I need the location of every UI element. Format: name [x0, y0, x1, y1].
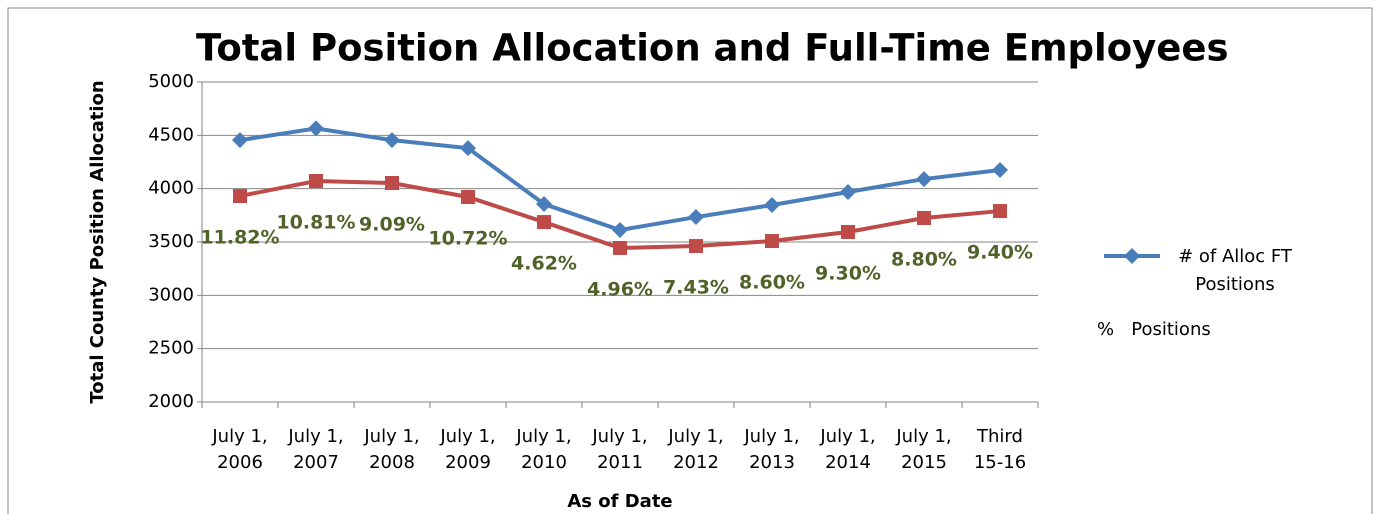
x-tick-label: July 1, 2012 [668, 426, 724, 473]
x-tick-label: July 1, 2009 [440, 426, 496, 473]
marker [385, 176, 399, 191]
y-axis-label: Total County Position Allocation [87, 80, 108, 403]
marker [537, 215, 551, 230]
chart-frame [7, 7, 1373, 514]
annotation: 4.62% [511, 253, 577, 275]
marker [461, 189, 475, 204]
x-tick-label: Third 15-16 [973, 426, 1027, 473]
marker [613, 240, 627, 255]
marker [993, 204, 1007, 219]
annotation: 11.82% [200, 227, 279, 249]
annotation: 4.96% [587, 278, 653, 300]
annotation: 10.72% [428, 227, 507, 249]
marker [917, 211, 931, 225]
annotation: 9.09% [359, 214, 425, 236]
y-tick-label: 4500 [148, 124, 194, 145]
x-tick-label: July 1, 2014 [820, 426, 876, 473]
x-tick-label: July 1, 2011 [592, 426, 648, 473]
marker [840, 183, 856, 200]
annotation: 10.81% [276, 211, 355, 233]
y-tick-label: 3000 [148, 284, 194, 305]
marker [612, 222, 628, 239]
marker [1124, 248, 1140, 264]
marker [309, 173, 323, 188]
annotation: 8.60% [739, 272, 805, 294]
y-tick-label: 3500 [148, 231, 194, 252]
x-tick-label: July 1, 2008 [364, 426, 420, 473]
marker [384, 132, 400, 149]
marker [308, 120, 324, 137]
marker [688, 209, 704, 226]
annotation: 8.80% [891, 249, 957, 271]
marker [536, 196, 552, 213]
chart-title: Total Position Allocation and Full-Time … [196, 27, 1228, 70]
y-tick-label: 2500 [148, 338, 194, 359]
x-tick-label: July 1, 2010 [516, 426, 572, 473]
y-tick-label: 5000 [148, 71, 194, 92]
marker [764, 196, 780, 213]
marker [232, 132, 248, 149]
annotation: 9.30% [815, 262, 881, 284]
legend-label: % Positions [1097, 319, 1211, 340]
annotation: 9.40% [967, 242, 1033, 264]
y-tick-label: 4000 [148, 178, 194, 199]
marker [992, 162, 1008, 178]
legend-label: # of Alloc FT Positions [1178, 246, 1292, 295]
x-tick-label: July 1, 2006 [212, 426, 268, 473]
x-tick-label: July 1, 2007 [288, 426, 344, 473]
x-tick-label: July 1, 2013 [744, 426, 800, 473]
marker [689, 239, 703, 254]
marker [233, 189, 247, 204]
marker [765, 234, 779, 249]
marker [460, 140, 476, 157]
marker [841, 224, 855, 239]
y-tick-label: 2000 [148, 391, 194, 412]
x-axis-label: As of Date [567, 491, 672, 512]
x-tick-label: July 1, 2015 [896, 426, 952, 473]
marker [916, 171, 932, 188]
annotation: 7.43% [663, 277, 729, 299]
